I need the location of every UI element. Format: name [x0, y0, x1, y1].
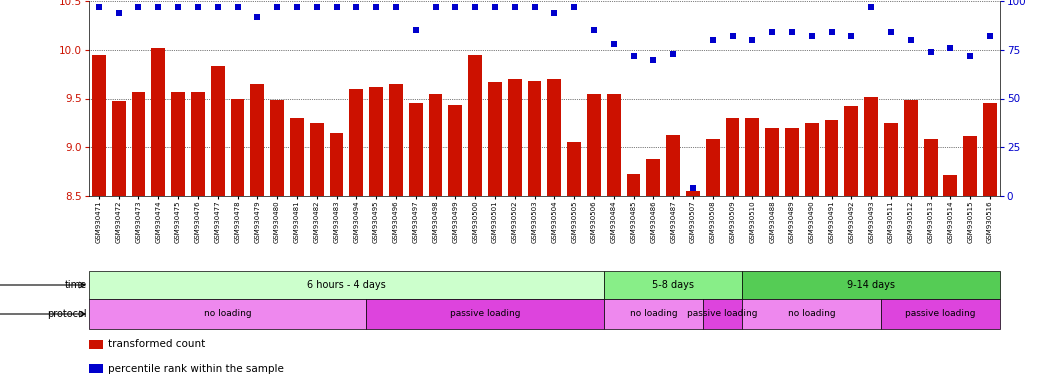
Bar [89, 271, 604, 299]
Bar [587, 94, 601, 196]
Bar [882, 299, 1000, 329]
Text: protocol: protocol [47, 309, 87, 319]
Bar [904, 101, 918, 196]
Bar [745, 118, 759, 196]
Bar [230, 99, 244, 196]
Bar [132, 92, 146, 196]
Text: 6 hours - 4 days: 6 hours - 4 days [307, 280, 385, 290]
Bar [785, 128, 799, 196]
Bar [923, 139, 937, 196]
Bar [448, 105, 463, 196]
Bar [191, 92, 205, 196]
Bar [389, 84, 403, 196]
Bar [626, 174, 641, 196]
Bar [825, 120, 839, 196]
Bar [310, 123, 324, 196]
Bar [983, 103, 997, 196]
Bar [742, 271, 1000, 299]
Text: passive loading: passive loading [450, 310, 520, 318]
Bar [604, 271, 742, 299]
Text: percentile rank within the sample: percentile rank within the sample [108, 364, 284, 374]
Bar [428, 94, 443, 196]
Text: 5-8 days: 5-8 days [652, 280, 694, 290]
Bar [567, 142, 581, 196]
Bar [270, 101, 284, 196]
Bar [963, 136, 977, 196]
Bar [686, 191, 699, 196]
Bar [864, 96, 878, 196]
Bar [666, 134, 681, 196]
Bar [330, 132, 343, 196]
Bar [805, 123, 819, 196]
Bar [845, 106, 859, 196]
Bar [703, 299, 742, 329]
Bar [646, 159, 661, 196]
Bar [726, 118, 739, 196]
Bar [706, 139, 719, 196]
Bar [92, 55, 106, 196]
Bar [370, 87, 383, 196]
Text: no loading: no loading [788, 310, 836, 318]
Bar [290, 118, 304, 196]
Bar [508, 79, 521, 196]
Bar [607, 94, 621, 196]
Bar [488, 82, 502, 196]
Bar [152, 48, 165, 196]
Bar [765, 128, 779, 196]
Text: no loading: no loading [204, 310, 251, 318]
Bar [548, 79, 561, 196]
Text: transformed count: transformed count [108, 339, 205, 349]
Bar [742, 299, 882, 329]
Bar [884, 123, 898, 196]
Bar [112, 101, 126, 196]
Bar [210, 66, 225, 196]
Text: passive loading: passive loading [688, 310, 758, 318]
Bar [408, 103, 423, 196]
Bar [366, 299, 604, 329]
Text: time: time [65, 280, 87, 290]
Bar [943, 175, 957, 196]
Text: 9-14 days: 9-14 days [847, 280, 895, 290]
Bar [528, 81, 541, 196]
Bar [468, 55, 482, 196]
Bar [171, 92, 185, 196]
Text: passive loading: passive loading [906, 310, 976, 318]
Text: no loading: no loading [629, 310, 677, 318]
Bar [350, 89, 363, 196]
Bar [604, 299, 703, 329]
Bar [89, 299, 366, 329]
Bar [250, 84, 264, 196]
